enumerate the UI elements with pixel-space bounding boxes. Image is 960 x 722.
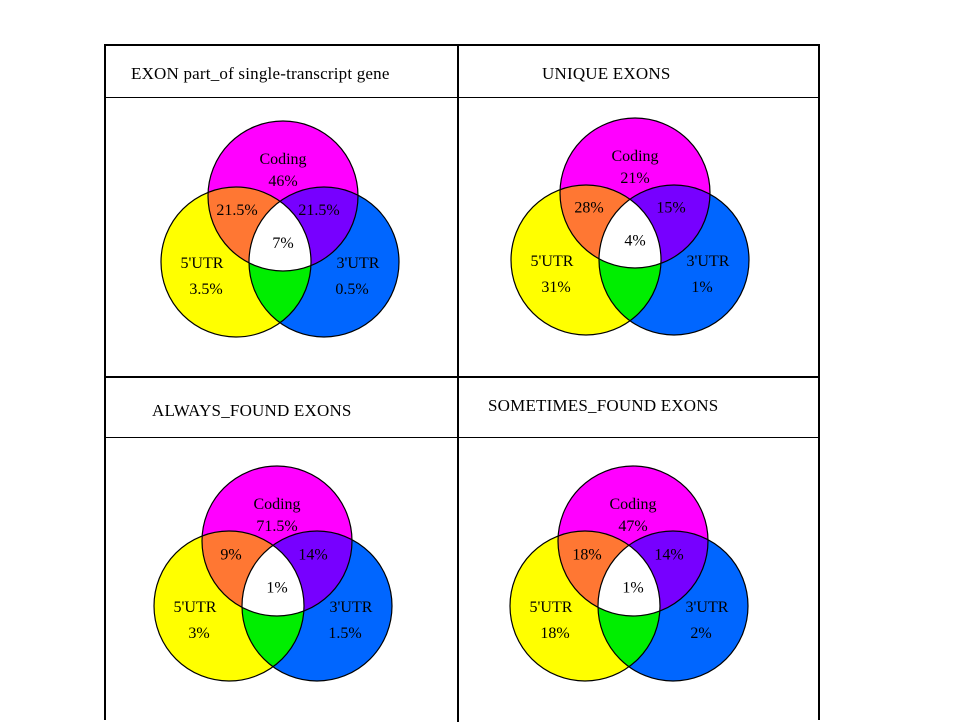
center-pct: 1% xyxy=(622,580,643,597)
triple-overlap xyxy=(599,185,661,268)
center-pct: 1% xyxy=(266,580,287,597)
utr3-label: 3'UTR xyxy=(687,253,730,270)
utr5-label: 5'UTR xyxy=(174,599,217,616)
center-pct: 7% xyxy=(272,235,293,252)
coding-utr3-pct: 15% xyxy=(656,200,685,217)
coding-utr5-pct: 9% xyxy=(220,547,241,564)
utr5-pct: 3% xyxy=(188,625,209,642)
coding-label: Coding xyxy=(611,148,658,165)
utr3-label: 3'UTR xyxy=(686,599,729,616)
utr5-label: 5'UTR xyxy=(530,599,573,616)
utr3-pct: 1.5% xyxy=(328,625,361,642)
coding-pct: 21% xyxy=(620,170,649,187)
panel-title-always-found: ALWAYS_FOUND EXONS xyxy=(152,401,352,420)
coding-utr5-pct: 18% xyxy=(572,547,601,564)
triple-overlap xyxy=(598,531,660,616)
venn-grid: EXON part_of single-transcript gene UNIQ… xyxy=(104,44,820,722)
venn-panel-0: Coding 46% 5'UTR 3.5% 3'UTR 0.5% 21.5% 21.5% 7% xyxy=(160,120,400,338)
coding-pct: 71.5% xyxy=(256,518,297,535)
utr5-label: 5'UTR xyxy=(531,253,574,270)
grid-middle-divider xyxy=(106,376,818,378)
coding-pct: 46% xyxy=(268,173,297,190)
utr5-pct: 31% xyxy=(541,279,570,296)
venn-panel-1: Coding 21% 5'UTR 31% 3'UTR 1% 28% 15% 4% xyxy=(510,117,750,336)
panel-title-sometimes-found: SOMETIMES_FOUND EXONS xyxy=(488,396,719,415)
center-pct: 4% xyxy=(624,233,645,250)
coding-pct: 47% xyxy=(618,518,647,535)
grid-title-divider-top xyxy=(106,97,818,98)
coding-label: Coding xyxy=(259,151,306,168)
coding-utr3-pct: 14% xyxy=(298,547,327,564)
utr3-label: 3'UTR xyxy=(337,255,380,272)
coding-label: Coding xyxy=(253,496,300,513)
venn-panel-3: Coding 47% 5'UTR 18% 3'UTR 2% 18% 14% 1% xyxy=(509,465,749,682)
triple-overlap xyxy=(242,531,304,616)
coding-utr3-pct: 21.5% xyxy=(298,202,339,219)
venn-panel-2: Coding 71.5% 5'UTR 3% 3'UTR 1.5% 9% 14% 1% xyxy=(153,465,393,682)
grid-title-divider-bottom xyxy=(106,437,818,438)
triple-overlap xyxy=(249,187,311,271)
utr5-pct: 3.5% xyxy=(189,281,222,298)
utr3-pct: 2% xyxy=(690,625,711,642)
grid-vertical-divider xyxy=(457,46,459,722)
utr3-pct: 0.5% xyxy=(335,281,368,298)
coding-utr5-pct: 21.5% xyxy=(216,202,257,219)
utr5-pct: 18% xyxy=(540,625,569,642)
utr3-pct: 1% xyxy=(691,279,712,296)
panel-title-single-transcript: EXON part_of single-transcript gene xyxy=(131,64,390,83)
coding-label: Coding xyxy=(609,496,656,513)
panel-title-unique-exons: UNIQUE EXONS xyxy=(542,64,671,83)
coding-utr5-pct: 28% xyxy=(574,200,603,217)
utr5-label: 5'UTR xyxy=(181,255,224,272)
utr3-label: 3'UTR xyxy=(330,599,373,616)
coding-utr3-pct: 14% xyxy=(654,547,683,564)
